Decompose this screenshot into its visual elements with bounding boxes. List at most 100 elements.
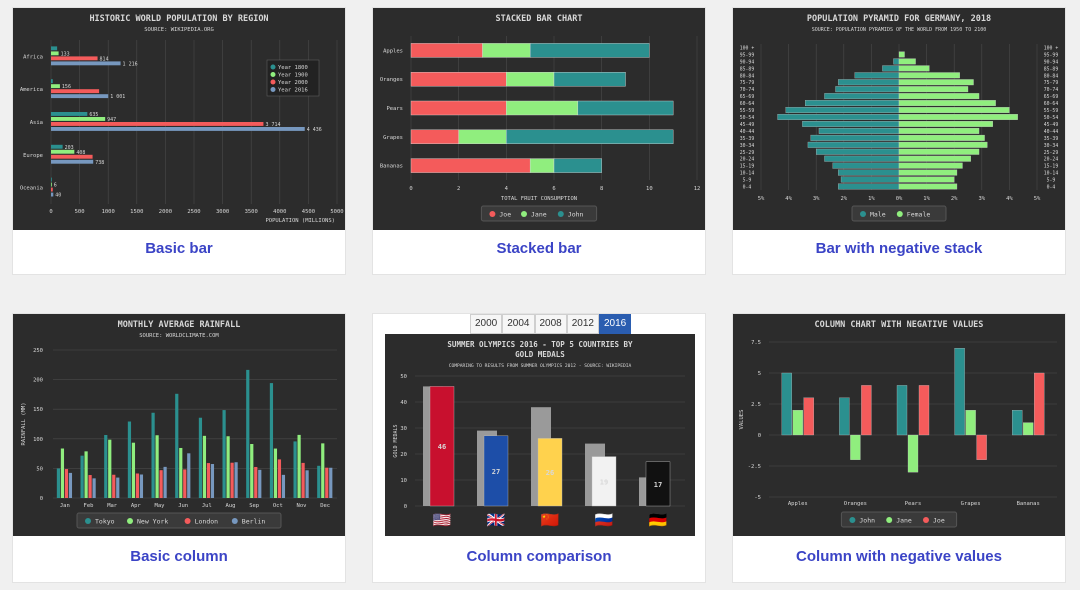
chart-thumbnail[interactable]: COLUMN CHART WITH NEGATIVE VALUES -5 -2.5 0…	[733, 314, 1065, 536]
data-label: 814	[100, 56, 109, 62]
category-label-right: 95-99	[1044, 52, 1059, 58]
legend-item-label: John	[859, 517, 875, 525]
population-pyramid-chart: POPULATION PYRAMID FOR GERMANY, 2018 SOUR…	[740, 14, 1059, 222]
x-tick-label: 6	[552, 186, 555, 192]
bar-female	[898, 86, 969, 93]
chart-thumbnail[interactable]: POPULATION PYRAMID FOR GERMANY, 2018 SOUR…	[733, 8, 1065, 230]
x-tick-label: Apr	[131, 503, 142, 509]
tab-2008[interactable]: 2008	[534, 314, 567, 334]
bar-new-york	[297, 434, 301, 498]
data-label: 156	[62, 84, 71, 90]
data-label: 40	[55, 193, 61, 199]
bar-berlin	[139, 474, 144, 498]
y-tick-label: 2.5	[751, 402, 761, 408]
bar-year-1900	[51, 117, 106, 121]
card-stacked-bar[interactable]: STACKED BAR CHART 0 2 4 6 8 10 12 TOTAL FRUIT CO…	[372, 7, 706, 275]
bar-male	[840, 176, 900, 183]
bar-joe	[918, 385, 930, 436]
legend-marker	[127, 518, 133, 524]
y-axis-title: GOLD MEDALS	[393, 424, 399, 457]
card-caption[interactable]: Column comparison	[466, 547, 612, 565]
bar-new-york	[60, 448, 65, 498]
bar-female	[898, 107, 1010, 113]
bar-tokyo	[80, 455, 84, 498]
category-label-right: 85-89	[1044, 66, 1059, 72]
data-label: 738	[95, 160, 104, 166]
bar-london	[277, 459, 282, 498]
legend-item-label: Year 1800	[278, 65, 308, 71]
negative-column-chart: COLUMN CHART WITH NEGATIVE VALUES -5 -2.5 0…	[739, 320, 1057, 528]
x-tick-label: 2	[457, 186, 460, 192]
bar-tokyo	[222, 410, 226, 498]
bar-berlin	[92, 478, 96, 498]
tab-2012[interactable]: 2012	[566, 314, 599, 334]
bar-male	[835, 86, 900, 93]
bar-male	[807, 141, 900, 148]
bar-berlin	[68, 472, 73, 498]
y-axis-title: RAINFALL (MM)	[21, 402, 27, 445]
bar-year-1900	[51, 51, 59, 56]
card-caption[interactable]: Column with negative values	[796, 547, 1002, 565]
bar-male	[777, 114, 900, 120]
x-tick-label: Pears	[905, 501, 922, 507]
x-tick-label: 2500	[187, 209, 200, 215]
card-negative-values[interactable]: COLUMN CHART WITH NEGATIVE VALUES -5 -2.5 0…	[732, 313, 1066, 583]
bar-year-2016	[51, 61, 121, 66]
bar-joe	[410, 43, 483, 58]
bar-john	[954, 348, 965, 436]
chart-thumbnail[interactable]: STACKED BAR CHART 0 2 4 6 8 10 12 TOTAL FRUIT CO…	[373, 8, 705, 230]
y-tick-label: 7.5	[751, 340, 761, 346]
legend-item-label: Berlin	[242, 518, 266, 526]
card-caption[interactable]: Bar with negative stack	[815, 239, 983, 257]
category-label-right: 50-54	[1044, 115, 1059, 121]
card-basic-bar[interactable]: HISTORIC WORLD POPULATION BY REGION SOURC…	[12, 7, 346, 275]
bar-new-york	[108, 439, 112, 498]
chart-thumbnail[interactable]: 2000 2004 2008 2012 2016 SUMMER OLYMPICS 201…	[373, 314, 705, 536]
bar-female	[898, 169, 958, 176]
bar-tokyo	[198, 417, 203, 498]
x-tick-label: Apples	[788, 501, 808, 507]
category-label: Pears	[386, 106, 403, 112]
bar-male	[816, 148, 900, 155]
y-tick-label: 0	[40, 496, 43, 502]
x-tick-label: 3000	[216, 209, 229, 215]
category-label-right: 10-14	[1044, 171, 1059, 177]
card-caption[interactable]: Basic bar	[145, 239, 213, 257]
category-label-right: 60-64	[1044, 101, 1059, 107]
bar-female	[898, 51, 905, 58]
chart-thumbnail[interactable]: HISTORIC WORLD POPULATION BY REGION SOURC…	[13, 8, 345, 230]
card-caption[interactable]: Basic column	[130, 547, 228, 565]
legend-item-label: Year 2000	[278, 80, 308, 86]
tab-2004[interactable]: 2004	[502, 314, 535, 334]
bar-tokyo	[246, 369, 250, 498]
legend-item-label: Joe	[933, 517, 945, 525]
card-negative-stack[interactable]: POPULATION PYRAMID FOR GERMANY, 2018 SOUR…	[732, 7, 1066, 275]
bar-year-1900	[51, 84, 60, 89]
rainfall-column-chart: MONTHLY AVERAGE RAINFALL SOURCE: WORLDCLI…	[21, 320, 337, 529]
bar-john	[553, 71, 626, 87]
category-label-right: 0-4	[1047, 185, 1056, 191]
card-column-comparison[interactable]: 2000 2004 2008 2012 2016 SUMMER OLYMPICS 201…	[372, 313, 706, 583]
x-tick-label: 0	[409, 186, 412, 192]
card-basic-column[interactable]: MONTHLY AVERAGE RAINFALL SOURCE: WORLDCLI…	[12, 313, 346, 583]
bar-joe	[410, 71, 507, 87]
tab-2000[interactable]: 2000	[470, 314, 503, 334]
category-label-right: 45-49	[1044, 122, 1059, 128]
bar-joe	[1034, 372, 1045, 436]
card-caption[interactable]: Stacked bar	[496, 239, 582, 257]
legend-item-label: John	[568, 211, 584, 219]
chart-thumbnail[interactable]: MONTHLY AVERAGE RAINFALL SOURCE: WORLDCLI…	[13, 314, 345, 536]
data-label: 17	[654, 481, 662, 489]
x-tick-label: Mar	[107, 503, 118, 509]
tab-2016[interactable]: 2016	[599, 314, 632, 334]
category-label-left: 85-89	[740, 66, 755, 72]
category-label: Europe	[23, 153, 43, 159]
category-label: Oranges	[380, 77, 403, 83]
bar-female	[898, 176, 955, 183]
bar-year-2000	[51, 187, 53, 192]
bar-berlin	[329, 467, 333, 498]
y-tick-label: 150	[33, 407, 43, 413]
category-label-left: 100 +	[740, 45, 755, 51]
category-label-right: 40-44	[1044, 129, 1059, 135]
data-label: 19	[600, 478, 608, 486]
